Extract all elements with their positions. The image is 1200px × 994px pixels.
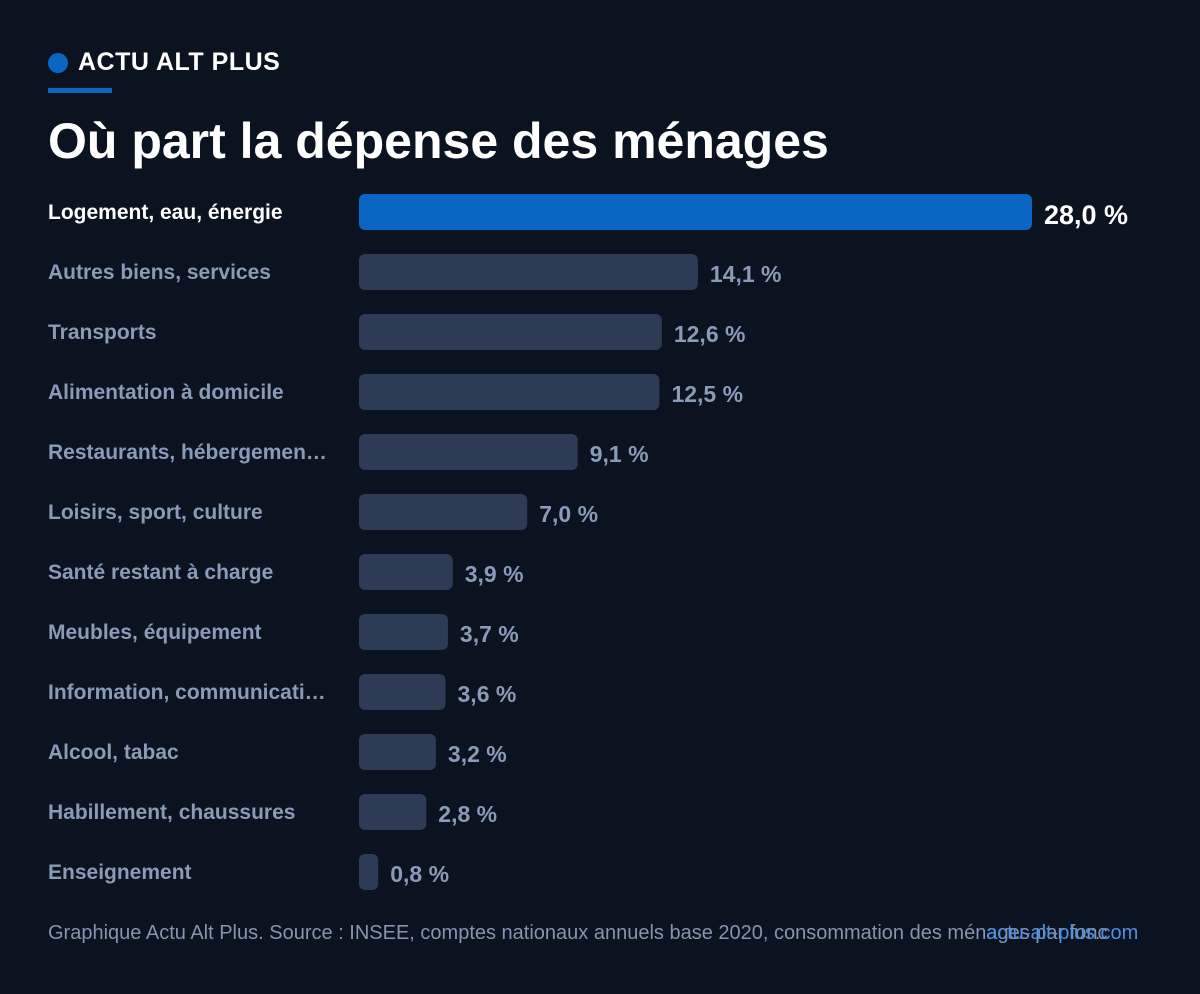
bar <box>359 794 427 830</box>
bar <box>359 614 448 650</box>
category-label: Santé restant à charge <box>48 561 273 584</box>
bar <box>359 494 528 530</box>
category-label: Enseignement <box>48 861 192 884</box>
bar <box>359 254 698 290</box>
value-label: 7,0 % <box>539 501 598 527</box>
value-label: 12,6 % <box>674 321 746 347</box>
value-label: 3,2 % <box>448 741 507 767</box>
brand-dot-icon <box>48 52 68 73</box>
site-link[interactable]: actu-alt-plus.com <box>986 922 1139 944</box>
brand: ACTU ALT PLUS <box>48 48 280 77</box>
bar <box>359 314 662 350</box>
bar <box>359 374 660 410</box>
category-label: Transports <box>48 321 157 344</box>
value-label: 3,6 % <box>458 681 517 707</box>
brand-underline <box>48 88 112 93</box>
value-label: 3,9 % <box>465 561 524 587</box>
bar <box>359 434 578 470</box>
bar <box>359 554 453 590</box>
brand-name: ACTU ALT PLUS <box>78 48 281 76</box>
value-label: 9,1 % <box>590 441 649 467</box>
category-label: Information, communicati… <box>48 681 326 704</box>
category-label: Alimentation à domicile <box>48 381 284 404</box>
bar <box>359 194 1032 230</box>
category-label: Habillement, chaussures <box>48 801 295 824</box>
value-label: 12,5 % <box>671 381 743 407</box>
source-note: Graphique Actu Alt Plus. Source : INSEE,… <box>48 922 1108 944</box>
value-label: 28,0 % <box>1044 200 1128 230</box>
value-label: 2,8 % <box>438 801 497 827</box>
category-label: Restaurants, hébergemen… <box>48 441 327 464</box>
category-label: Autres biens, services <box>48 261 271 284</box>
value-label: 3,7 % <box>460 621 519 647</box>
value-label: 14,1 % <box>710 261 782 287</box>
value-label: 0,8 % <box>390 861 449 887</box>
category-label: Logement, eau, énergie <box>48 201 283 224</box>
category-label: Loisirs, sport, culture <box>48 501 263 524</box>
bar <box>359 734 436 770</box>
chart-title: Où part la dépense des ménages <box>48 113 829 169</box>
bar <box>359 674 446 710</box>
category-label: Meubles, équipement <box>48 621 262 644</box>
bar <box>359 854 379 890</box>
category-label: Alcool, tabac <box>48 741 179 764</box>
